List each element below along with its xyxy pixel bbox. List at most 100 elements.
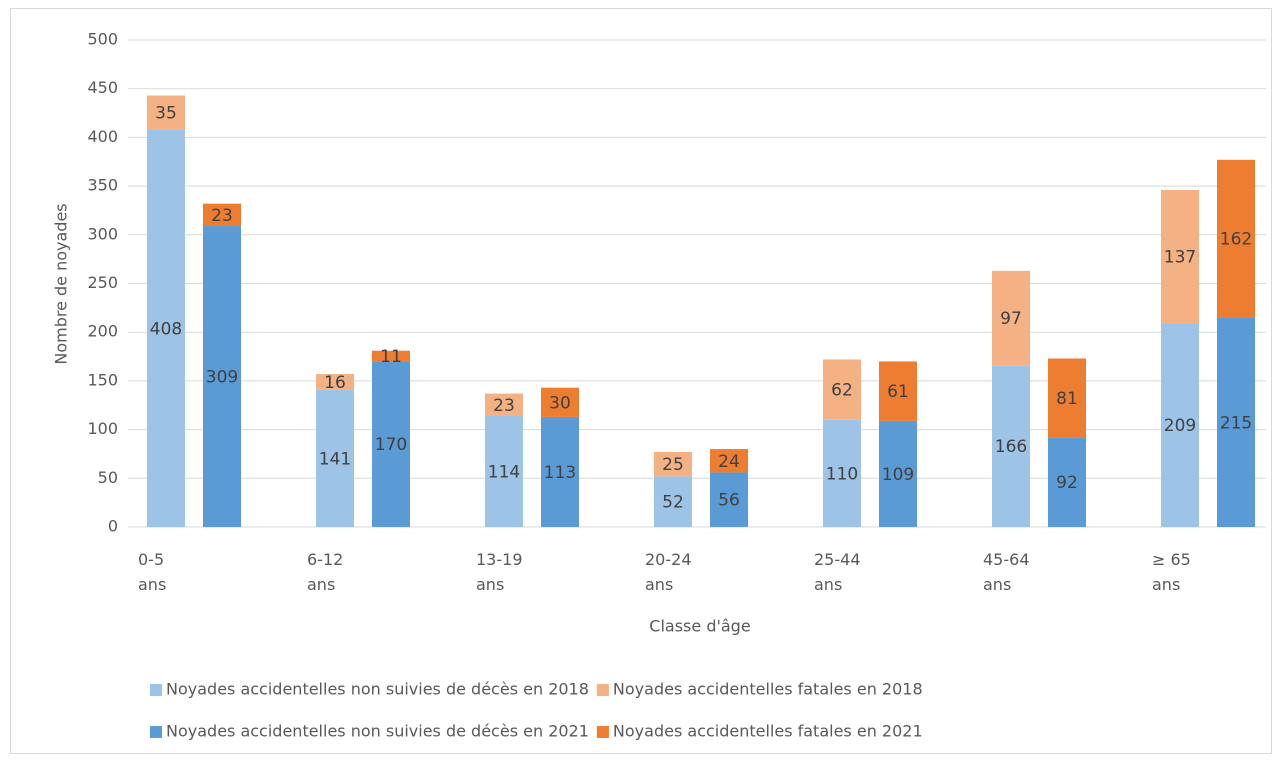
bar-segment	[710, 472, 748, 527]
bar-segment	[372, 361, 410, 527]
x-tick-line: ≥ 65	[1152, 550, 1191, 569]
bar-segment	[316, 389, 354, 527]
data-label: 110	[826, 464, 858, 484]
y-tick-label: 150	[87, 370, 118, 389]
x-tick-line: ans	[476, 575, 504, 594]
data-label: 30	[549, 393, 571, 413]
y-tick-label: 350	[87, 176, 118, 195]
legend-swatch	[596, 684, 609, 696]
x-tick-line: 25-44	[814, 550, 861, 569]
data-label: 408	[150, 319, 182, 339]
bar-segment	[203, 203, 241, 227]
bar-segment	[654, 452, 692, 477]
x-tick-line: ans	[645, 575, 673, 594]
x-tick-label: 6-12 ans	[307, 550, 343, 594]
x-axis-title: Classe d'âge	[649, 617, 750, 636]
bar-segment	[147, 95, 185, 130]
data-label: 109	[882, 465, 914, 485]
x-tick-line: 20-24	[645, 550, 692, 569]
y-tick-label: 0	[108, 517, 118, 536]
data-label: 141	[319, 449, 351, 469]
bar-segment	[654, 476, 692, 527]
data-label: 23	[493, 396, 515, 416]
bar-segment	[316, 374, 354, 390]
y-tick-label: 300	[87, 224, 118, 243]
y-tick-label: 100	[87, 419, 118, 438]
bar-segment	[1161, 189, 1199, 324]
x-tick-line: ans	[1152, 575, 1180, 594]
x-tick-label: 13-19 ans	[476, 550, 523, 594]
legend-label: Noyades accidentelles fatales en 2021	[613, 722, 923, 741]
bar-segment	[372, 350, 410, 362]
bar-segment	[879, 361, 917, 421]
x-tick-line: ans	[983, 575, 1011, 594]
data-label: 81	[1056, 389, 1078, 409]
data-label: 23	[211, 206, 233, 226]
bar-segment	[1048, 437, 1086, 527]
legend-swatch	[596, 726, 609, 738]
bar-segment	[823, 419, 861, 527]
data-label: 16	[324, 373, 346, 393]
data-label: 61	[887, 382, 909, 402]
x-tick-line: ans	[138, 575, 166, 594]
y-tick-label: 250	[87, 273, 118, 292]
bar-segment	[879, 420, 917, 527]
x-tick-label: 20-24 ans	[645, 550, 692, 594]
x-tick-line: 0-5	[138, 550, 164, 569]
data-label: 52	[662, 493, 684, 513]
y-tick-label: 450	[87, 78, 118, 97]
legend-label: Noyades accidentelles non suivies de déc…	[166, 722, 589, 741]
data-label: 24	[718, 452, 740, 472]
legend-swatch	[150, 684, 162, 696]
bar-segment	[1217, 159, 1255, 318]
bar-segment	[203, 226, 241, 527]
data-label: 62	[831, 381, 853, 401]
bar-segment	[147, 129, 185, 527]
x-tick-line: 6-12	[307, 550, 343, 569]
data-label: 114	[488, 462, 520, 482]
data-label: 25	[662, 455, 684, 475]
y-tick-label: 500	[87, 30, 118, 49]
x-tick-label: 0-5 ans	[138, 550, 166, 594]
data-label: 113	[544, 463, 576, 483]
data-label: 56	[718, 491, 740, 511]
x-tick-label: 25-44 ans	[814, 550, 861, 594]
y-tick-label: 50	[98, 468, 118, 487]
y-axis-title: Nombre de noyades	[52, 203, 71, 364]
x-tick-line: ans	[307, 575, 335, 594]
bar-segment	[541, 387, 579, 417]
x-tick-line: ans	[814, 575, 842, 594]
data-label: 35	[155, 104, 177, 124]
y-tick-label: 200	[87, 322, 118, 341]
data-label: 215	[1220, 413, 1252, 433]
bar-segment	[541, 416, 579, 527]
data-label: 209	[1164, 416, 1196, 436]
x-tick-label: ≥ 65 ans	[1152, 550, 1191, 594]
bar-segment	[823, 359, 861, 420]
bar-segment	[1161, 323, 1199, 527]
bar-segment	[992, 365, 1030, 527]
data-label: 11	[380, 347, 402, 367]
bar-segment	[485, 415, 523, 527]
legend-label: Noyades accidentelles fatales en 2018	[613, 680, 923, 699]
data-label: 137	[1164, 248, 1196, 268]
legend-swatch	[150, 726, 162, 738]
y-tick-label: 400	[87, 127, 118, 146]
data-label: 97	[1000, 309, 1022, 329]
bar-segment	[485, 393, 523, 416]
data-label: 166	[995, 437, 1027, 457]
x-tick-label: 45-64 ans	[983, 550, 1030, 594]
bar-segment	[1048, 358, 1086, 438]
x-tick-line: 13-19	[476, 550, 523, 569]
x-tick-line: 45-64	[983, 550, 1030, 569]
data-label: 170	[375, 435, 407, 455]
data-label: 309	[206, 368, 238, 388]
legend-label: Noyades accidentelles non suivies de déc…	[166, 680, 589, 699]
bar-segment	[1217, 317, 1255, 527]
data-label: 92	[1056, 473, 1078, 493]
bar-segment	[710, 449, 748, 473]
data-label: 162	[1220, 230, 1252, 250]
bar-segment	[992, 270, 1030, 366]
